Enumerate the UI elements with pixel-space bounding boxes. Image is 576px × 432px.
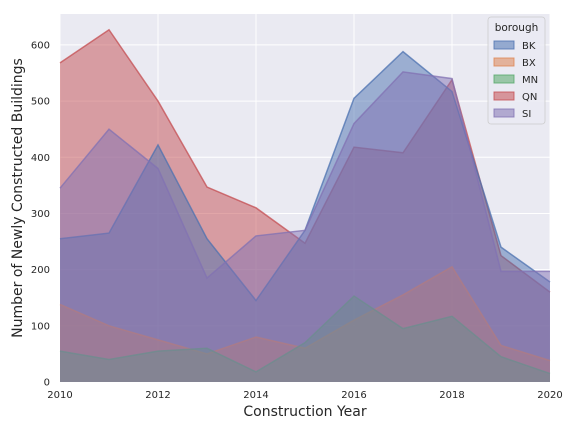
x-tick-label: 2010	[47, 390, 72, 401]
legend-swatch-MN	[493, 74, 515, 84]
area-series	[59, 28, 551, 383]
line-SI	[59, 71, 550, 280]
area-SI	[60, 71, 550, 383]
x-tick-labels: 2010 2012 2014 2016 2018 2020	[47, 390, 562, 401]
legend-swatch-BK	[493, 40, 515, 50]
x-tick-label: 2014	[243, 390, 268, 401]
legend-label-MN: MN	[522, 75, 538, 86]
y-tick-labels: 0 100 200 300 400 500 600	[31, 40, 50, 388]
x-tick-label: 2012	[145, 390, 170, 401]
y-tick-label: 600	[31, 40, 50, 51]
y-tick-label: 100	[31, 321, 50, 332]
y-tick-label: 300	[31, 209, 50, 220]
legend-swatch-QN	[493, 91, 515, 101]
y-tick-label: 0	[44, 378, 50, 389]
x-axis-label: Construction Year	[243, 404, 366, 420]
y-tick-label: 400	[31, 153, 50, 164]
legend-label-BK: BK	[522, 41, 536, 52]
legend-title: borough	[495, 22, 539, 34]
legend-swatch-BX	[493, 57, 515, 67]
y-axis-label: Number of Newly Constructed Buildings	[10, 58, 26, 338]
x-tick-label: 2020	[537, 390, 562, 401]
legend-label-BX: BX	[522, 58, 536, 69]
legend-items: BK BX MN QN SI	[493, 40, 538, 120]
legend-swatch-SI	[493, 108, 515, 118]
legend-label-QN: QN	[522, 92, 537, 103]
y-tick-label: 500	[31, 97, 50, 108]
y-tick-label: 200	[31, 265, 50, 276]
x-tick-label: 2016	[341, 390, 366, 401]
legend: borough BK BX MN QN SI	[487, 16, 546, 125]
legend-label-SI: SI	[522, 109, 531, 120]
x-tick-label: 2018	[439, 390, 464, 401]
